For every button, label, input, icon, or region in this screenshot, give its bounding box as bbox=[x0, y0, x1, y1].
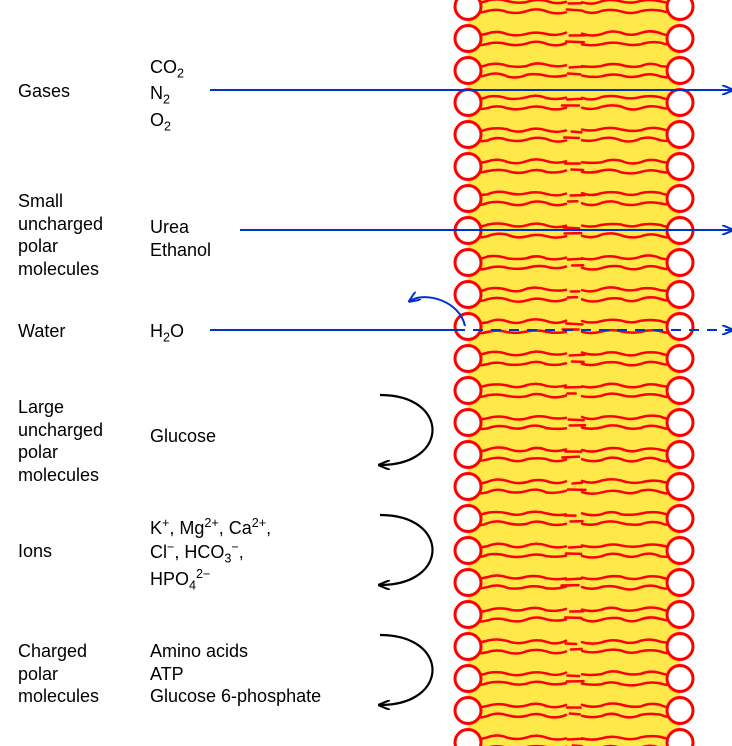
arrows-layer bbox=[0, 0, 732, 746]
examples-water: H2O bbox=[150, 320, 184, 346]
category-small-uncharged: Smallunchargedpolarmolecules bbox=[18, 190, 103, 280]
category-ions: Ions bbox=[18, 540, 52, 563]
category-large-uncharged: Largeunchargedpolarmolecules bbox=[18, 396, 103, 486]
arrow-large-uncharged bbox=[380, 395, 433, 465]
examples-ions: K+, Mg2+, Ca2+,Cl−, HCO3−,HPO42− bbox=[150, 516, 271, 594]
arrow-water-bounce bbox=[410, 297, 465, 326]
category-charged-polar: Chargedpolarmolecules bbox=[18, 640, 99, 708]
arrow-charged-polar bbox=[380, 635, 433, 705]
examples-gases: CO2N2O2 bbox=[150, 56, 184, 135]
examples-large-uncharged: Glucose bbox=[150, 425, 216, 448]
category-water: Water bbox=[18, 320, 65, 343]
lipid-bilayer bbox=[0, 0, 732, 746]
examples-charged-polar: Amino acidsATPGlucose 6-phosphate bbox=[150, 640, 321, 708]
arrow-ions bbox=[380, 515, 433, 585]
examples-small-uncharged: UreaEthanol bbox=[150, 216, 211, 261]
category-gases: Gases bbox=[18, 80, 70, 103]
